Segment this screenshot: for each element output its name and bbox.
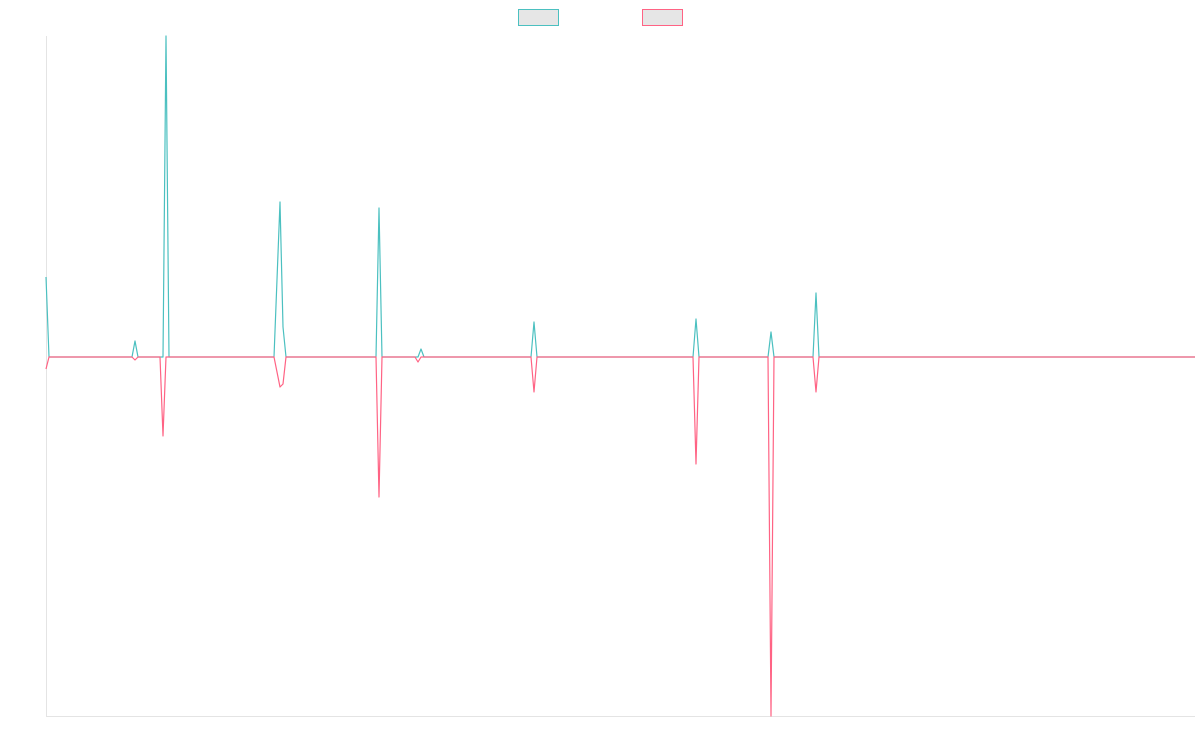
legend-swatch bbox=[518, 9, 559, 26]
series-line bbox=[45, 356, 1195, 717]
series-line bbox=[45, 35, 1195, 358]
legend-swatch bbox=[642, 9, 683, 26]
